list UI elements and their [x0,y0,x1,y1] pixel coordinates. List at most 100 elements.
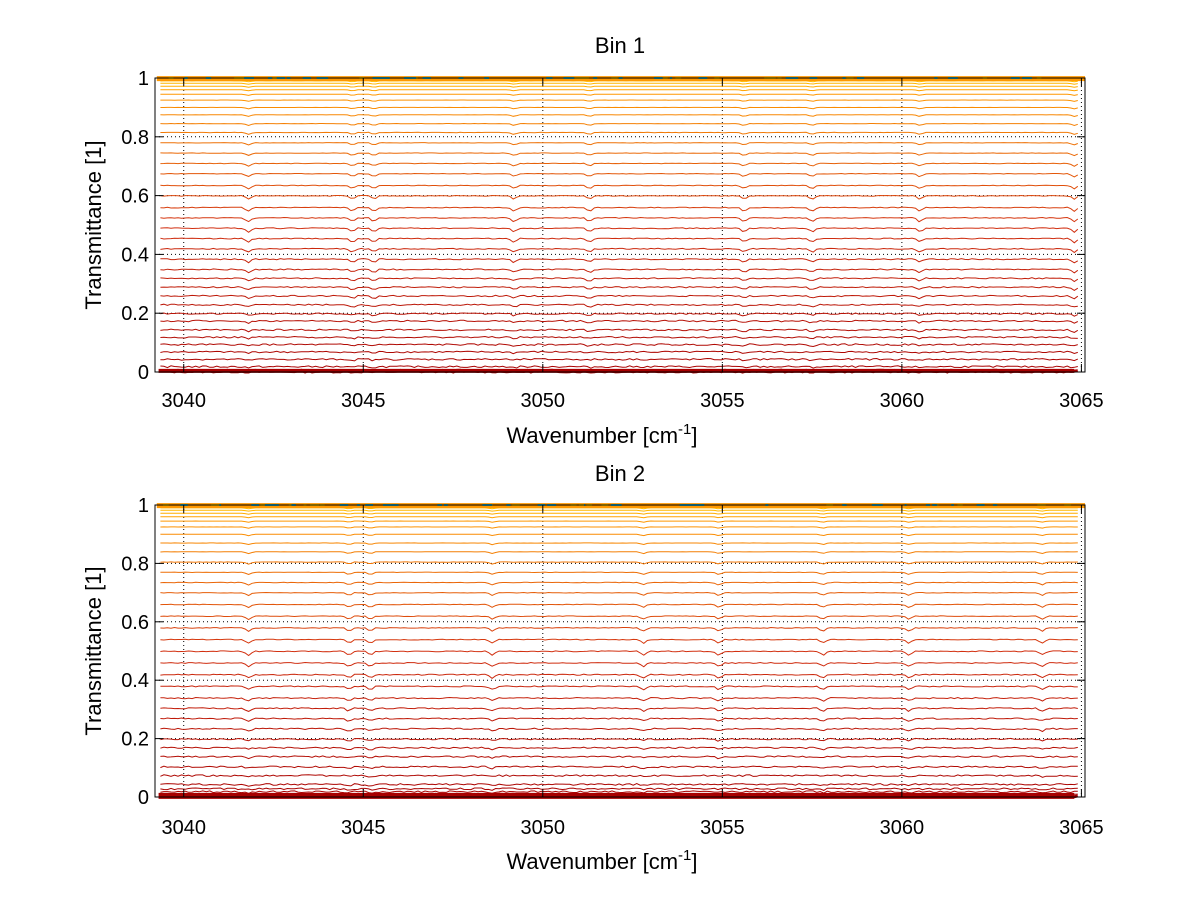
series-line [160,365,1078,369]
series-line [160,114,1078,118]
series-line [160,615,1078,621]
x-axis-label: Wavenumber [cm-1] [506,421,697,448]
series-line [160,512,1078,515]
series-line [160,319,1079,324]
series-line [160,542,1078,546]
x-tick-label: 3040 [161,390,206,412]
x-axis-label-main: Wavenumber [cm [506,849,678,874]
series-line [160,206,1079,213]
series-line [160,216,1079,223]
series-line [160,650,1078,657]
y-tick-label: 0.6 [121,186,149,208]
x-tick-label: 3065 [1059,817,1104,839]
series-line [160,152,1078,157]
y-axis-label: Transmittance [1] [81,566,106,735]
series-line [160,516,1078,519]
x-axis-label: Wavenumber [cm-1] [506,847,697,874]
series-line [160,561,1078,565]
series-line [160,526,1078,529]
series-line [160,106,1078,110]
y-tick-label: 1 [138,495,149,517]
series-line [160,247,1079,254]
x-axis-ticks: 3040 3045 3050 3055 3060 3065 [161,78,1104,412]
x-axis-label-superscript: -1 [678,421,691,438]
series-line [160,285,1079,291]
y-tick-label: 0.2 [121,303,149,325]
series-line [160,357,1078,362]
series-line [160,82,1078,85]
x-tick-label: 3055 [700,390,745,412]
y-tick-label: 0.4 [121,244,149,266]
series-line [160,533,1078,537]
series-line [160,783,1078,787]
series-line [160,350,1078,355]
x-tick-label: 3060 [880,390,925,412]
x-tick-label: 3045 [341,390,386,412]
series-line [160,790,1078,794]
series-line [160,746,1078,751]
series-line [160,237,1079,244]
series-line [160,603,1078,609]
y-tick-label: 0.6 [121,612,149,634]
series-line [160,93,1078,96]
series-line [160,312,1079,317]
y-tick-label: 0.4 [121,670,149,692]
x-tick-label: 3040 [161,817,206,839]
series-line [160,172,1079,178]
series-line [160,303,1078,308]
series-line [160,294,1079,300]
x-axis-ticks: 3040 3045 3050 3055 3060 3065 [161,505,1104,839]
y-axis-label: Transmittance [1] [81,140,106,309]
x-tick-label: 3050 [521,390,566,412]
series-group [156,503,1085,799]
series-line [160,85,1078,88]
series-line [160,673,1078,680]
x-axis-label-suffix: ] [691,849,697,874]
series-line [160,162,1079,167]
y-tick-label: 0 [138,787,149,809]
y-axis-ticks: 0 0.2 0.4 0.6 0.8 1 [121,495,1085,809]
y-axis-ticks: 0 0.2 0.4 0.6 0.8 1 [121,68,1085,384]
series-line [160,268,1079,274]
series-line [160,142,1078,146]
series-line [160,184,1079,190]
series-line [160,591,1078,597]
x-tick-label: 3065 [1059,390,1104,412]
series-line [160,194,1079,200]
series-group [156,76,1085,374]
series-line [160,277,1079,283]
series-line [160,551,1078,555]
series-line [160,122,1078,127]
series-line [160,737,1078,742]
series-line [160,787,1078,791]
series-line [160,258,1079,264]
series-line [160,343,1078,348]
series-line [160,727,1078,733]
series-line [160,774,1078,778]
series-line [160,685,1078,691]
series-line [160,707,1078,713]
series-line [160,99,1078,102]
series-line [160,131,1078,135]
x-tick-label: 3045 [341,817,386,839]
series-line [160,638,1078,645]
series-line [160,661,1078,668]
series-line [160,89,1078,92]
x-tick-label: 3060 [880,817,925,839]
axes-box [154,77,1086,373]
series-line [160,520,1078,523]
x-axis-label-suffix: ] [691,423,697,448]
plot-title: Bin 1 [595,33,645,58]
series-line [160,755,1078,760]
series-line [160,581,1078,586]
x-tick-label: 3050 [521,817,566,839]
series-line [160,328,1079,333]
y-tick-label: 1 [138,68,149,90]
series-line [160,571,1078,576]
axes-box [154,504,1086,798]
series-line [160,335,1078,340]
y-tick-label: 0.2 [121,729,149,751]
